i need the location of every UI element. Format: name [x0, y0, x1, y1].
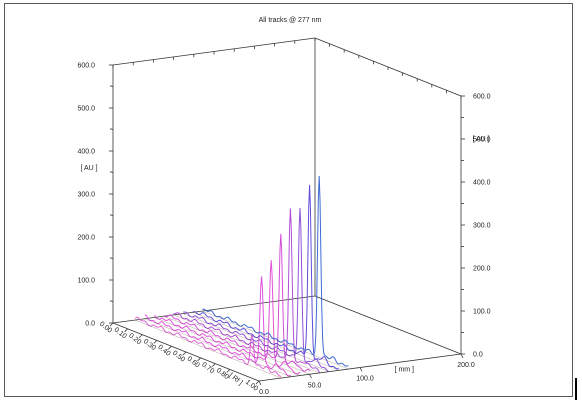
rf-tick-label: 0.20 — [127, 332, 142, 346]
edge-marker — [575, 378, 577, 400]
rf-tick-mark — [124, 328, 128, 333]
back-floor-edge — [112, 295, 316, 324]
z-left-tick-label: 0.0 — [85, 321, 95, 328]
rf-tick-mark — [197, 357, 201, 362]
z-right-tick-label: 600.0 — [473, 94, 491, 101]
rf-tick-label: 0.30 — [142, 338, 157, 352]
mm-axis-label: [ mm ] — [395, 366, 414, 373]
trace-baseline-4 — [163, 315, 311, 375]
trace-baseline-8 — [202, 310, 349, 370]
chart-title: All tracks @ 277 nm — [259, 17, 322, 24]
z-right-tick-label: 0.0 — [473, 352, 483, 359]
rf-tick-mark — [226, 369, 231, 373]
chart-frame — [4, 3, 573, 397]
chromatogram-trace-3 — [154, 260, 301, 375]
rf-tick-label: 0.10 — [113, 326, 128, 340]
z-left-tick-label: 300.0 — [77, 192, 95, 199]
z-left-minor-tick — [109, 257, 114, 259]
rf-tick-mark — [109, 322, 114, 327]
rf-tick-mark — [153, 340, 158, 344]
rf-tick-label: 0.40 — [156, 344, 171, 358]
rf-tick-mark — [138, 334, 143, 338]
rf-tick-label: 0.70 — [200, 361, 215, 375]
z-right-tick-label: 300.0 — [473, 223, 491, 230]
chromatogram-trace-7 — [192, 184, 340, 370]
trace-baseline-3 — [154, 317, 301, 376]
z-left-minor-tick — [109, 171, 114, 173]
trace-baseline-1 — [135, 319, 282, 379]
mm-tick-label: 200.0 — [457, 362, 475, 369]
z-right-tick-label: 400.0 — [473, 180, 491, 187]
rf-axis-label: [ Rf ] — [228, 372, 244, 387]
z-left-minor-tick — [109, 300, 114, 302]
rf-tick-mark — [211, 363, 216, 367]
mm-tick-mark — [309, 374, 312, 379]
z-left-minor-tick — [109, 128, 114, 130]
z-right-tick-label: 500.0 — [473, 137, 491, 144]
z-axis-label-right: [ AU ] — [472, 136, 489, 143]
trace-baseline-6 — [183, 313, 330, 372]
rf-tick-mark — [255, 380, 260, 385]
rf-tick-label: 0.60 — [186, 355, 201, 369]
z-right-tick-label: 200.0 — [473, 266, 491, 273]
trace-baseline-2 — [144, 318, 291, 377]
trace-baseline-5 — [173, 314, 320, 374]
z-left-tick-label: 100.0 — [77, 278, 95, 285]
chromatogram-trace-1 — [134, 316, 282, 377]
chromatogram-trace-4 — [163, 233, 311, 372]
mm-tick-label: 50.0 — [308, 382, 322, 389]
trace-baseline-7 — [192, 312, 339, 371]
mm-tick-label: 0.0 — [259, 389, 269, 396]
rf-tick-mark — [182, 351, 187, 356]
mm-tick-mark — [460, 353, 464, 359]
z-left-tick-label: 600.0 — [77, 63, 95, 70]
rf-tick-label: 0.50 — [171, 350, 186, 364]
z-right-tick-label: 100.0 — [473, 309, 491, 316]
mm-tick-label: 100.0 — [356, 376, 374, 383]
right-floor-edge — [314, 295, 462, 355]
rf-tick-label: 1.00 — [244, 379, 259, 393]
axes-group — [109, 37, 465, 386]
rf-tick-mark — [168, 345, 172, 350]
z-left-tick-label: 400.0 — [77, 149, 95, 156]
chromatogram-trace-8 — [202, 176, 349, 367]
z-left-minor-tick — [109, 214, 114, 216]
z-left-tick-label: 500.0 — [77, 106, 95, 113]
z-left-tick-label: 200.0 — [77, 235, 95, 242]
z-left-minor-tick — [109, 85, 114, 87]
z-axis-label-left: [ AU ] — [80, 165, 97, 172]
chromatogram-trace-2 — [144, 276, 291, 377]
traces-group — [134, 176, 349, 379]
mm-tick-mark — [359, 367, 363, 372]
rf-tick-label: 0.80 — [215, 367, 230, 381]
mm-tick-mark — [258, 380, 262, 386]
